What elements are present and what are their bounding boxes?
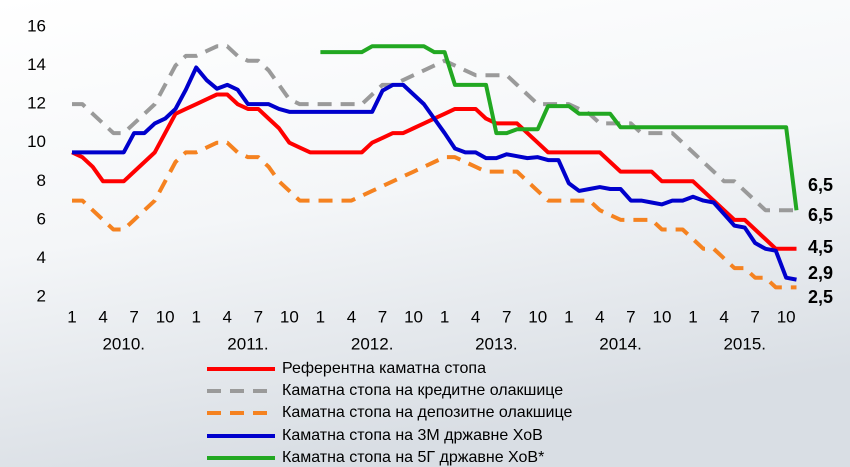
legend-label: Каматна стопа на 5Г државне ХоВ*: [282, 449, 544, 466]
year-label: 2015.: [723, 334, 766, 353]
x-tick-label: 1: [191, 307, 200, 326]
x-tick-label: 7: [502, 307, 511, 326]
x-tick-label: 7: [378, 307, 387, 326]
series-line: [72, 44, 797, 213]
x-tick-label: 10: [280, 307, 299, 326]
x-tick-label: 7: [626, 307, 635, 326]
x-tick-label: 4: [719, 307, 728, 326]
year-label: 2012.: [351, 334, 394, 353]
x-tick-label: 1: [316, 307, 325, 326]
x-tick-label: 4: [471, 307, 480, 326]
y-tick-label: 8: [37, 171, 46, 190]
end-label: 6,5: [808, 205, 833, 225]
year-label: 2010.: [102, 334, 145, 353]
y-tick-label: 4: [37, 248, 46, 267]
x-tick-label: 1: [67, 307, 76, 326]
legend-label: Каматна стопа на депозитне олакшице: [282, 404, 572, 421]
y-tick-label: 2: [37, 286, 46, 305]
series-line: [72, 140, 797, 290]
y-tick-label: 6: [37, 209, 46, 228]
x-tick-label: 4: [595, 307, 604, 326]
year-label: 2011.: [227, 334, 268, 353]
x-tick-label: 10: [652, 307, 671, 326]
x-tick-label: 7: [750, 307, 759, 326]
y-tick-label: 14: [27, 55, 46, 74]
year-label: 2013.: [475, 334, 518, 353]
x-tick-label: 1: [564, 307, 573, 326]
y-tick-label: 10: [27, 132, 46, 151]
x-tick-label: 7: [129, 307, 138, 326]
series-line: [72, 65, 797, 282]
end-label: 2,5: [808, 287, 833, 307]
x-tick-label: 10: [528, 307, 547, 326]
legend-label: Референтна каматна стопа: [282, 360, 486, 377]
end-label: 2,9: [808, 263, 833, 283]
y-tick-label: 12: [27, 94, 46, 113]
end-label: 6,5: [808, 175, 833, 195]
x-tick-label: 10: [156, 307, 175, 326]
x-tick-label: 1: [688, 307, 697, 326]
year-label: 2014.: [599, 334, 642, 353]
x-tick-label: 1: [440, 307, 449, 326]
y-tick-label: 16: [27, 16, 46, 35]
x-tick-label: 4: [347, 307, 356, 326]
series-line: [320, 44, 799, 211]
x-tick-label: 4: [98, 307, 107, 326]
x-tick-label: 10: [777, 307, 796, 326]
x-tick-label: 4: [223, 307, 232, 326]
end-label: 4,5: [808, 237, 833, 257]
legend-label: Каматна стопа на 3М државне ХоВ: [282, 427, 543, 444]
x-tick-label: 7: [254, 307, 263, 326]
legend-label: Каматна стопа на кредитне олакшице: [282, 382, 563, 399]
x-tick-label: 10: [404, 307, 423, 326]
